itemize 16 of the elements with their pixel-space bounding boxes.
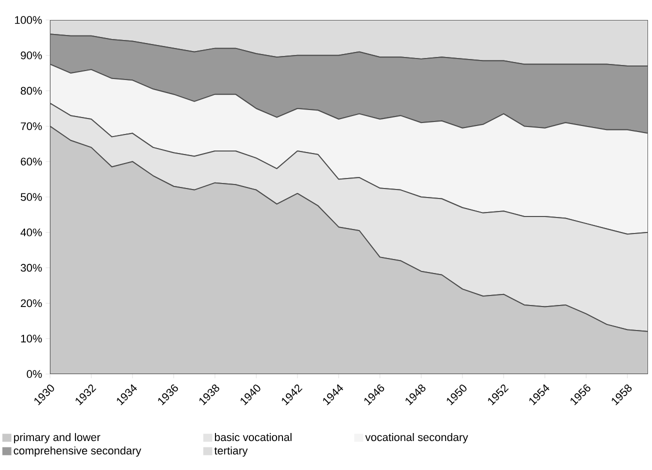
y-tick-label: 50%	[20, 193, 42, 201]
y-tick-label: 70%	[20, 122, 42, 130]
y-tick-label: 90%	[20, 52, 42, 60]
y-tick-label: 80%	[20, 86, 42, 95]
legend-label: basic vocational	[214, 433, 292, 442]
legend-label: comprehensive secondary	[14, 446, 142, 457]
y-tick-label: 10%	[21, 334, 42, 342]
legend-label: primary and lower	[14, 433, 100, 444]
y-tick-label: 60%	[20, 158, 42, 166]
y-tick-label: 20%	[20, 299, 42, 308]
legend-label: vocational secondary	[365, 433, 468, 444]
y-tick-label: 30%	[20, 264, 42, 272]
legend-label: tertiary	[214, 446, 248, 457]
y-tick-label: 100%	[15, 16, 42, 24]
y-tick-label: 40%	[20, 228, 42, 236]
y-tick-label: 0%	[26, 370, 42, 378]
